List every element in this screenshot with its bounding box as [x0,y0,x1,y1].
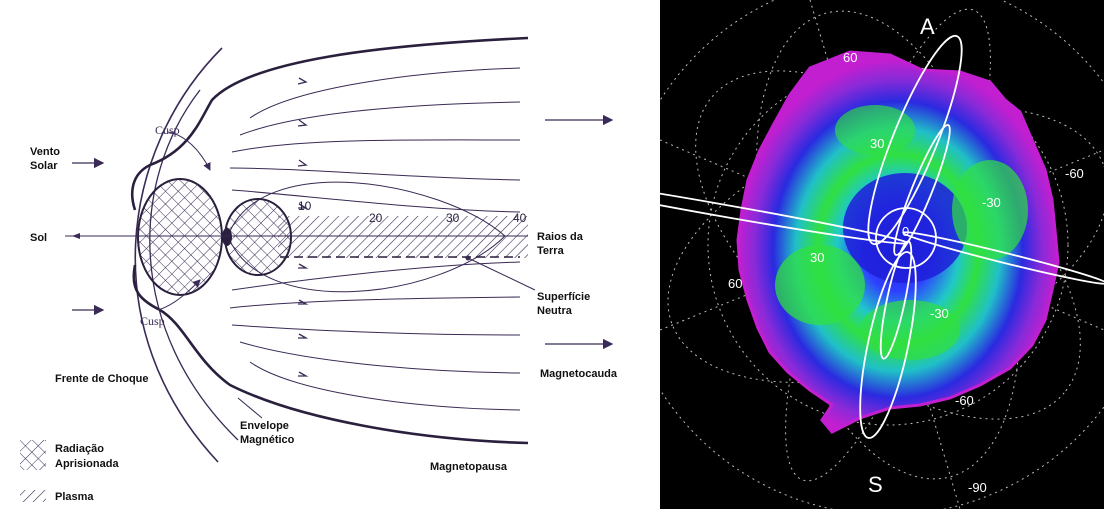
label-solar: Solar [30,160,58,172]
earth-marker [222,228,232,246]
grid-label: 60 [728,276,742,291]
grid-label: -60 [955,393,974,408]
label-magnetico: Magnético [240,434,295,446]
label-magnetopausa: Magnetopausa [430,461,508,473]
distance-tick-40: 40 [513,211,527,225]
grid-label: 30 [870,136,884,151]
field-line [249,67,521,119]
label-raios-da: Raios da [537,231,584,243]
emission-green-patch [775,245,865,325]
field-arrows [297,77,309,377]
emission-core [843,173,967,283]
distance-tick-20: 20 [369,211,383,225]
label-cusp-top: Cusp [155,123,180,137]
legend-radiation-swatch [20,440,46,470]
label-vento: Vento [30,146,60,158]
field-line [229,167,521,181]
radiation-lobe-left [137,178,223,296]
field-line [249,361,521,411]
field-line [231,139,521,153]
label-sol: Sol [30,232,47,244]
grid-label: -60 [1065,166,1084,181]
grid-label: -90 [968,480,987,495]
grid-label: 60 [843,50,857,65]
legend-plasma: Plasma [55,491,94,503]
sky-map-panel: A S 60 -60 -30 30 30 60 -30 -60 -90 0 [531,0,1104,514]
magnetopause-line [130,36,529,211]
sun-axis-arrow [72,233,80,239]
emission-green-patch [835,105,915,155]
label-envelope: Envelope [240,420,289,432]
distance-tick-30: 30 [446,211,460,225]
legend-radiacao: Radiação [55,443,104,455]
legend: Radiação Aprisionada Plasma [20,440,119,503]
field-line [229,296,521,309]
distance-tick-10: 10 [298,199,312,213]
cusp-arrow-top [167,131,211,171]
grid-label: -30 [930,306,949,321]
label-neutra: Neutra [537,305,573,317]
pole-label-top: A [920,14,935,39]
emission-green-patch [952,160,1028,260]
envelope-pointer [237,397,263,419]
field-line [239,101,521,136]
magnetopause-line-lower [132,264,529,445]
field-line [239,341,521,374]
label-terra: Terra [537,245,565,257]
grid-label: 30 [810,250,824,265]
neutral-pointer [467,257,536,291]
grid-label-center: 0 [902,224,909,239]
magnetosphere-diagram: 10 20 30 40 Vento Solar Sol Cusp Cusp Fr… [20,36,618,503]
cusp-arrow-bottom [157,279,201,311]
field-line [231,324,521,336]
magnetosphere-svg: 10 20 30 40 Vento Solar Sol Cusp Cusp Fr… [20,36,618,503]
legend-plasma-swatch [20,490,46,502]
grid-label: -30 [982,195,1001,210]
legend-aprisionada: Aprisionada [55,458,119,470]
field-line [231,189,521,213]
label-frente-de-choque: Frente de Choque [55,373,149,385]
label-superficie: Superfície [537,291,590,303]
label-cusp-bottom: Cusp [140,314,165,328]
sky-map-svg: A S 60 -60 -30 30 30 60 -30 -60 -90 0 [531,0,1104,514]
emission-green-patch [860,300,960,360]
plasma-sheet [278,216,528,258]
pole-label-bottom: S [868,472,883,497]
bow-shock-line [134,47,223,463]
neutral-pointer-dot [465,255,471,261]
label-magnetocauda: Magnetocauda [540,368,618,380]
